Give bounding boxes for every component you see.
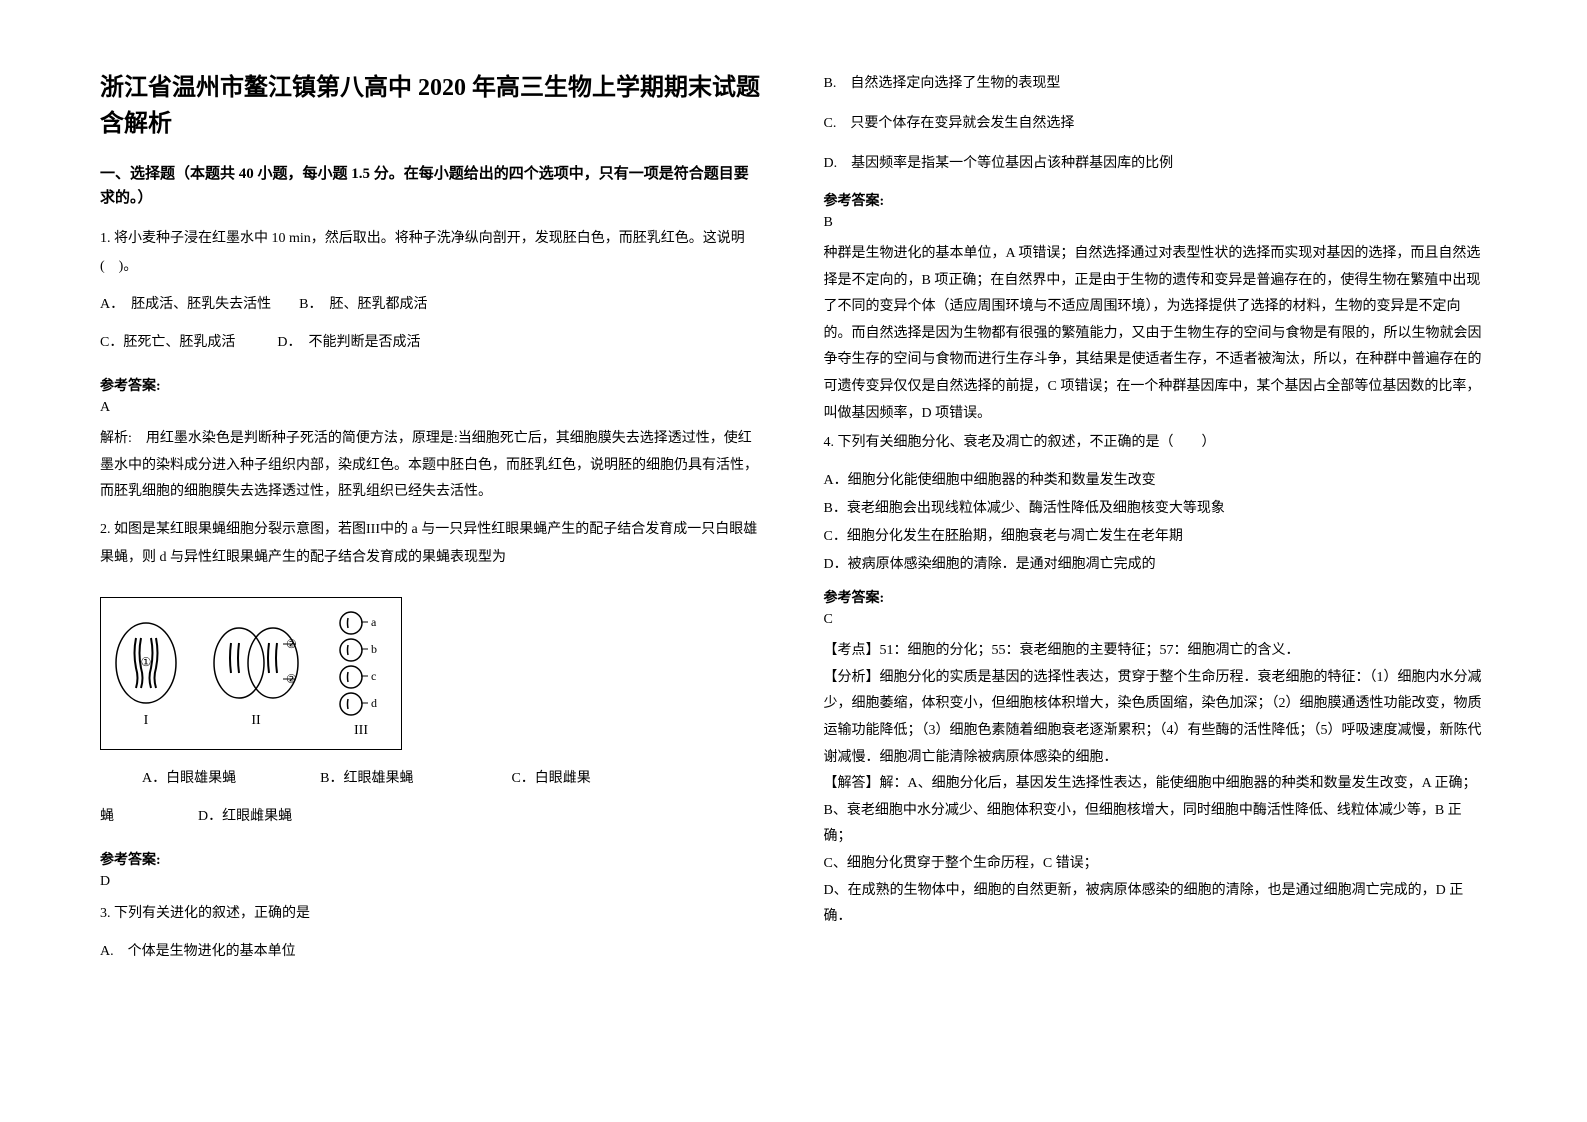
- cell-diagram-box: ① I ② ②: [100, 597, 402, 750]
- q2-options-d: 蝇 D．红眼雌果蝇: [100, 803, 764, 831]
- q3-text: 3. 下列有关进化的叙述，正确的是: [100, 900, 764, 928]
- q3-optD: D. 基因频率是指某一个等位基因占该种群基因库的比例: [824, 150, 1488, 178]
- q4-optD: D．被病原体感染细胞的清除．是通对细胞凋亡完成的: [824, 551, 1488, 579]
- q4-analysis: 【分析】细胞分化的实质是基因的选择性表达，贯穿于整个生命历程．衰老细胞的特征：（…: [824, 665, 1488, 771]
- cell-III-svg: a b c d: [331, 608, 391, 718]
- label-I: I: [111, 713, 181, 729]
- q4-solC: C、细胞分化贯穿于整个生命历程，C 错误；: [824, 851, 1488, 878]
- q1-options-cd: C．胚死亡、胚乳成活 D． 不能判断是否成活: [100, 329, 764, 357]
- q4-solution: 【解答】解：A、细胞分化后，基因发生选择性表达，能使细胞中细胞器的种类和数量发生…: [824, 771, 1488, 798]
- q4-solB: B、衰老细胞中水分减少、细胞体积变小，但细胞核增大，同时细胞中酶活性降低、线粒体…: [824, 798, 1488, 851]
- q1-text: 1. 将小麦种子浸在红墨水中 10 min，然后取出。将种子洗净纵向剖开，发现胚…: [100, 225, 764, 281]
- q4-optA: A．细胞分化能使细胞中细胞器的种类和数量发生改变: [824, 467, 1488, 495]
- label-II: II: [211, 713, 301, 729]
- q2-answer-label: 参考答案:: [100, 849, 764, 869]
- q3-explanation: 种群是生物进化的基本单位，A 项错误；自然选择通过对表型性状的选择而实现对基因的…: [824, 241, 1488, 427]
- q4-answer-label: 参考答案:: [824, 587, 1488, 607]
- right-column: B. 自然选择定向选择了生物的表现型 C. 只要个体存在变异就会发生自然选择 D…: [824, 70, 1488, 1052]
- q3-optC: C. 只要个体存在变异就会发生自然选择: [824, 110, 1488, 138]
- label-a: a: [371, 615, 377, 629]
- q1-answer: A: [100, 400, 764, 416]
- q4-optB: B．衰老细胞会出现线粒体减少、酶活性降低及细胞核变大等现象: [824, 495, 1488, 523]
- q1-answer-label: 参考答案:: [100, 375, 764, 395]
- q3-optA: A. 个体是生物进化的基本单位: [100, 938, 764, 966]
- q1-explanation: 解析: 用红墨水染色是判断种子死活的简便方法，原理是:当细胞死亡后，其细胞膜失去…: [100, 426, 764, 506]
- q4-analysis-label: 【考点】51：细胞的分化；55：衰老细胞的主要特征；57：细胞凋亡的含义．: [824, 638, 1488, 665]
- label-d: d: [371, 696, 377, 710]
- document-title: 浙江省温州市鳌江镇第八高中 2020 年高三生物上学期期末试题含解析: [100, 70, 764, 142]
- section-1-header: 一、选择题（本题共 40 小题，每小题 1.5 分。在每小题给出的四个选项中，只…: [100, 162, 764, 210]
- q2-text: 2. 如图是某红眼果蝇细胞分裂示意图，若图III中的 a 与一只异性红眼果蝇产生…: [100, 516, 764, 572]
- q3-optB: B. 自然选择定向选择了生物的表现型: [824, 70, 1488, 98]
- cell-II: ② ② II: [211, 618, 301, 729]
- label-b: b: [371, 642, 377, 656]
- q4-text: 4. 下列有关细胞分化、衰老及凋亡的叙述，不正确的是（ ）: [824, 429, 1488, 457]
- q4-optC: C．细胞分化发生在胚胎期，细胞衰老与凋亡发生在老年期: [824, 523, 1488, 551]
- q2-answer: D: [100, 874, 764, 890]
- cell-I: ① I: [111, 618, 181, 729]
- cell-I-svg: ①: [111, 618, 181, 708]
- label-circ1: ①: [141, 655, 152, 669]
- left-column: 浙江省温州市鳌江镇第八高中 2020 年高三生物上学期期末试题含解析 一、选择题…: [100, 70, 764, 1052]
- label-c: c: [371, 669, 376, 683]
- q2-options-abc: A．白眼雄果蝇 B．红眼雄果蝇 C．白眼雌果: [100, 765, 764, 793]
- q1-options-ab: A． 胚成活、胚乳失去活性 B． 胚、胚乳都成活: [100, 291, 764, 319]
- q2-diagram: ① I ② ②: [100, 597, 764, 750]
- cell-II-svg: ② ②: [211, 618, 301, 708]
- q3-answer-label: 参考答案:: [824, 190, 1488, 210]
- q4-solD: D、在成熟的生物体中，细胞的自然更新，被病原体感染的细胞的清除，也是通过细胞凋亡…: [824, 878, 1488, 931]
- q3-answer: B: [824, 215, 1488, 231]
- label-III: III: [331, 723, 391, 739]
- q4-answer: C: [824, 612, 1488, 628]
- cell-III: a b c d: [331, 608, 391, 739]
